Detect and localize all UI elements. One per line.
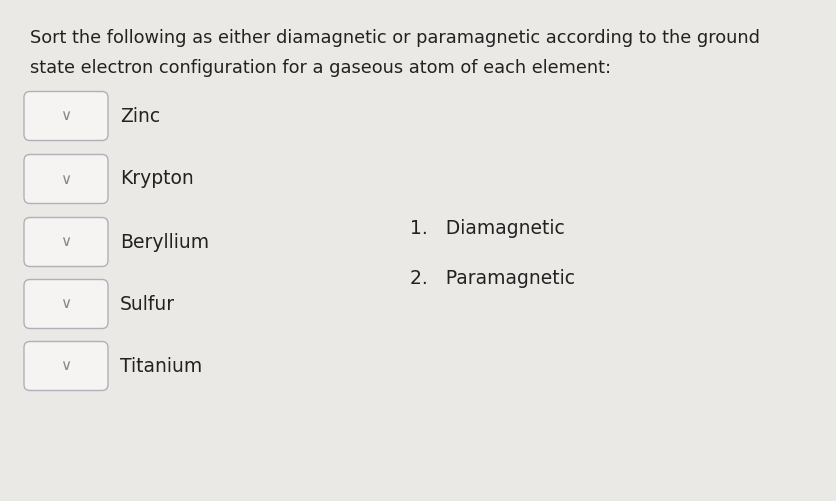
FancyBboxPatch shape (24, 92, 108, 140)
Text: Zinc: Zinc (120, 107, 160, 125)
Text: ∨: ∨ (60, 109, 71, 124)
Text: Titanium: Titanium (120, 357, 202, 376)
FancyBboxPatch shape (24, 342, 108, 390)
Text: ∨: ∨ (60, 297, 71, 312)
Text: Sort the following as either diamagnetic or paramagnetic according to the ground: Sort the following as either diamagnetic… (30, 29, 759, 47)
FancyBboxPatch shape (24, 217, 108, 267)
Text: Beryllium: Beryllium (120, 232, 209, 252)
FancyBboxPatch shape (24, 154, 108, 203)
Text: Sulfur: Sulfur (120, 295, 175, 314)
Text: ∨: ∨ (60, 359, 71, 374)
Text: ∨: ∨ (60, 171, 71, 186)
FancyBboxPatch shape (24, 280, 108, 329)
Text: 1.   Diamagnetic: 1. Diamagnetic (410, 219, 564, 238)
Text: ∨: ∨ (60, 234, 71, 249)
Text: state electron configuration for a gaseous atom of each element:: state electron configuration for a gaseo… (30, 59, 610, 77)
Text: 2.   Paramagnetic: 2. Paramagnetic (410, 270, 574, 289)
Text: Krypton: Krypton (120, 169, 193, 188)
